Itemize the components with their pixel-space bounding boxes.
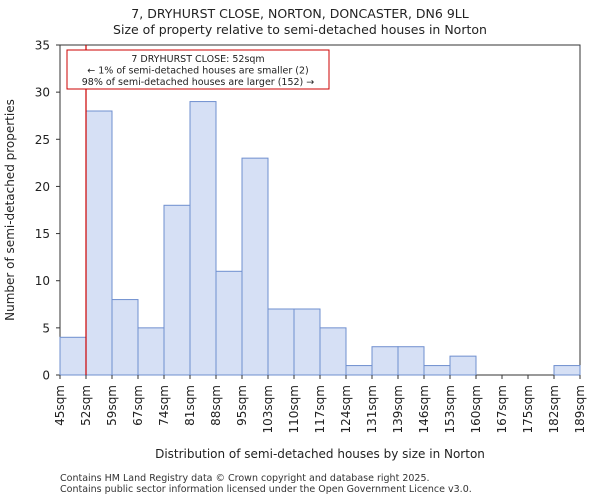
annotation-line-3: 98% of semi-detached houses are larger (… bbox=[82, 77, 315, 88]
x-tick-label: 74sqm bbox=[157, 385, 171, 426]
y-tick-label: 20 bbox=[35, 180, 50, 194]
x-tick-label: 110sqm bbox=[287, 385, 301, 433]
y-tick-label: 10 bbox=[35, 274, 50, 288]
histogram-bar bbox=[215, 270, 243, 376]
histogram-bar bbox=[111, 299, 139, 376]
histogram-bar bbox=[449, 355, 477, 376]
x-tick-label: 131sqm bbox=[365, 385, 379, 433]
x-tick-label: 45sqm bbox=[53, 385, 67, 426]
x-tick-label: 124sqm bbox=[339, 385, 353, 433]
histogram-bar bbox=[293, 308, 321, 376]
chart-title: 7, DRYHURST CLOSE, NORTON, DONCASTER, DN… bbox=[131, 6, 469, 21]
histogram-chart: 0 5 10 15 20 25 30 35 45sqm 52sqm 59sqm 67sqm 74sqm… bbox=[3, 39, 587, 462]
y-tick-label: 0 bbox=[42, 369, 50, 383]
histogram-bar bbox=[423, 365, 451, 376]
x-tick-label: 167sqm bbox=[495, 385, 509, 433]
x-tick-label: 81sqm bbox=[183, 385, 197, 426]
y-tick-label: 30 bbox=[35, 86, 50, 100]
histogram-bar bbox=[267, 308, 295, 376]
annotation-line-1: 7 DRYHURST CLOSE: 52sqm bbox=[131, 54, 264, 65]
x-tick-label: 160sqm bbox=[469, 385, 483, 433]
x-tick-label: 182sqm bbox=[547, 385, 561, 433]
histogram-bar bbox=[189, 101, 217, 376]
x-tick-label: 153sqm bbox=[443, 385, 457, 433]
x-tick-label: 59sqm bbox=[105, 385, 119, 426]
histogram-bar bbox=[319, 327, 347, 376]
footer-line-2: Contains public sector information licen… bbox=[60, 484, 472, 495]
chart-subtitle: Size of property relative to semi-detach… bbox=[113, 22, 487, 37]
histogram-bar bbox=[137, 327, 165, 376]
property-marker: 7 DRYHURST CLOSE: 52sqm← 1% of semi-deta… bbox=[66, 45, 330, 375]
x-tick-label: 175sqm bbox=[521, 385, 535, 433]
x-tick-label: 146sqm bbox=[417, 385, 431, 433]
histogram-bar bbox=[163, 204, 191, 376]
y-tick-label: 35 bbox=[35, 39, 50, 53]
x-tick-label: 95sqm bbox=[235, 385, 249, 426]
histogram-bar bbox=[371, 346, 399, 376]
histogram-bar bbox=[553, 365, 581, 376]
annotation-box bbox=[66, 49, 330, 90]
x-tick-label: 67sqm bbox=[131, 385, 145, 426]
histogram-bar bbox=[397, 346, 425, 376]
x-tick-label: 139sqm bbox=[391, 385, 405, 433]
footer-line-1: Contains HM Land Registry data © Crown c… bbox=[60, 473, 430, 484]
annotation-line-2: ← 1% of semi-detached houses are smaller… bbox=[87, 66, 308, 77]
y-axis: 0 5 10 15 20 25 30 35 bbox=[35, 39, 60, 383]
histogram-bar bbox=[345, 365, 373, 376]
histogram-bar bbox=[85, 110, 113, 376]
y-axis-label: Number of semi-detached properties bbox=[3, 99, 17, 321]
bars-group bbox=[59, 101, 581, 376]
x-tick-label: 189sqm bbox=[573, 385, 587, 433]
y-tick-label: 5 bbox=[42, 321, 50, 335]
x-axis-label: Distribution of semi-detached houses by … bbox=[155, 447, 485, 461]
y-tick-label: 25 bbox=[35, 133, 50, 147]
histogram-bar bbox=[59, 336, 87, 376]
y-tick-label: 15 bbox=[35, 227, 50, 241]
x-tick-label: 103sqm bbox=[261, 385, 275, 433]
x-tick-label: 88sqm bbox=[209, 385, 223, 426]
x-tick-label: 117sqm bbox=[313, 385, 327, 433]
x-axis: 45sqm 52sqm 59sqm 67sqm 74sqm 81sqm 88sqm 95sqm… bbox=[53, 375, 587, 433]
x-tick-label: 52sqm bbox=[79, 385, 93, 426]
histogram-bar bbox=[241, 157, 269, 376]
